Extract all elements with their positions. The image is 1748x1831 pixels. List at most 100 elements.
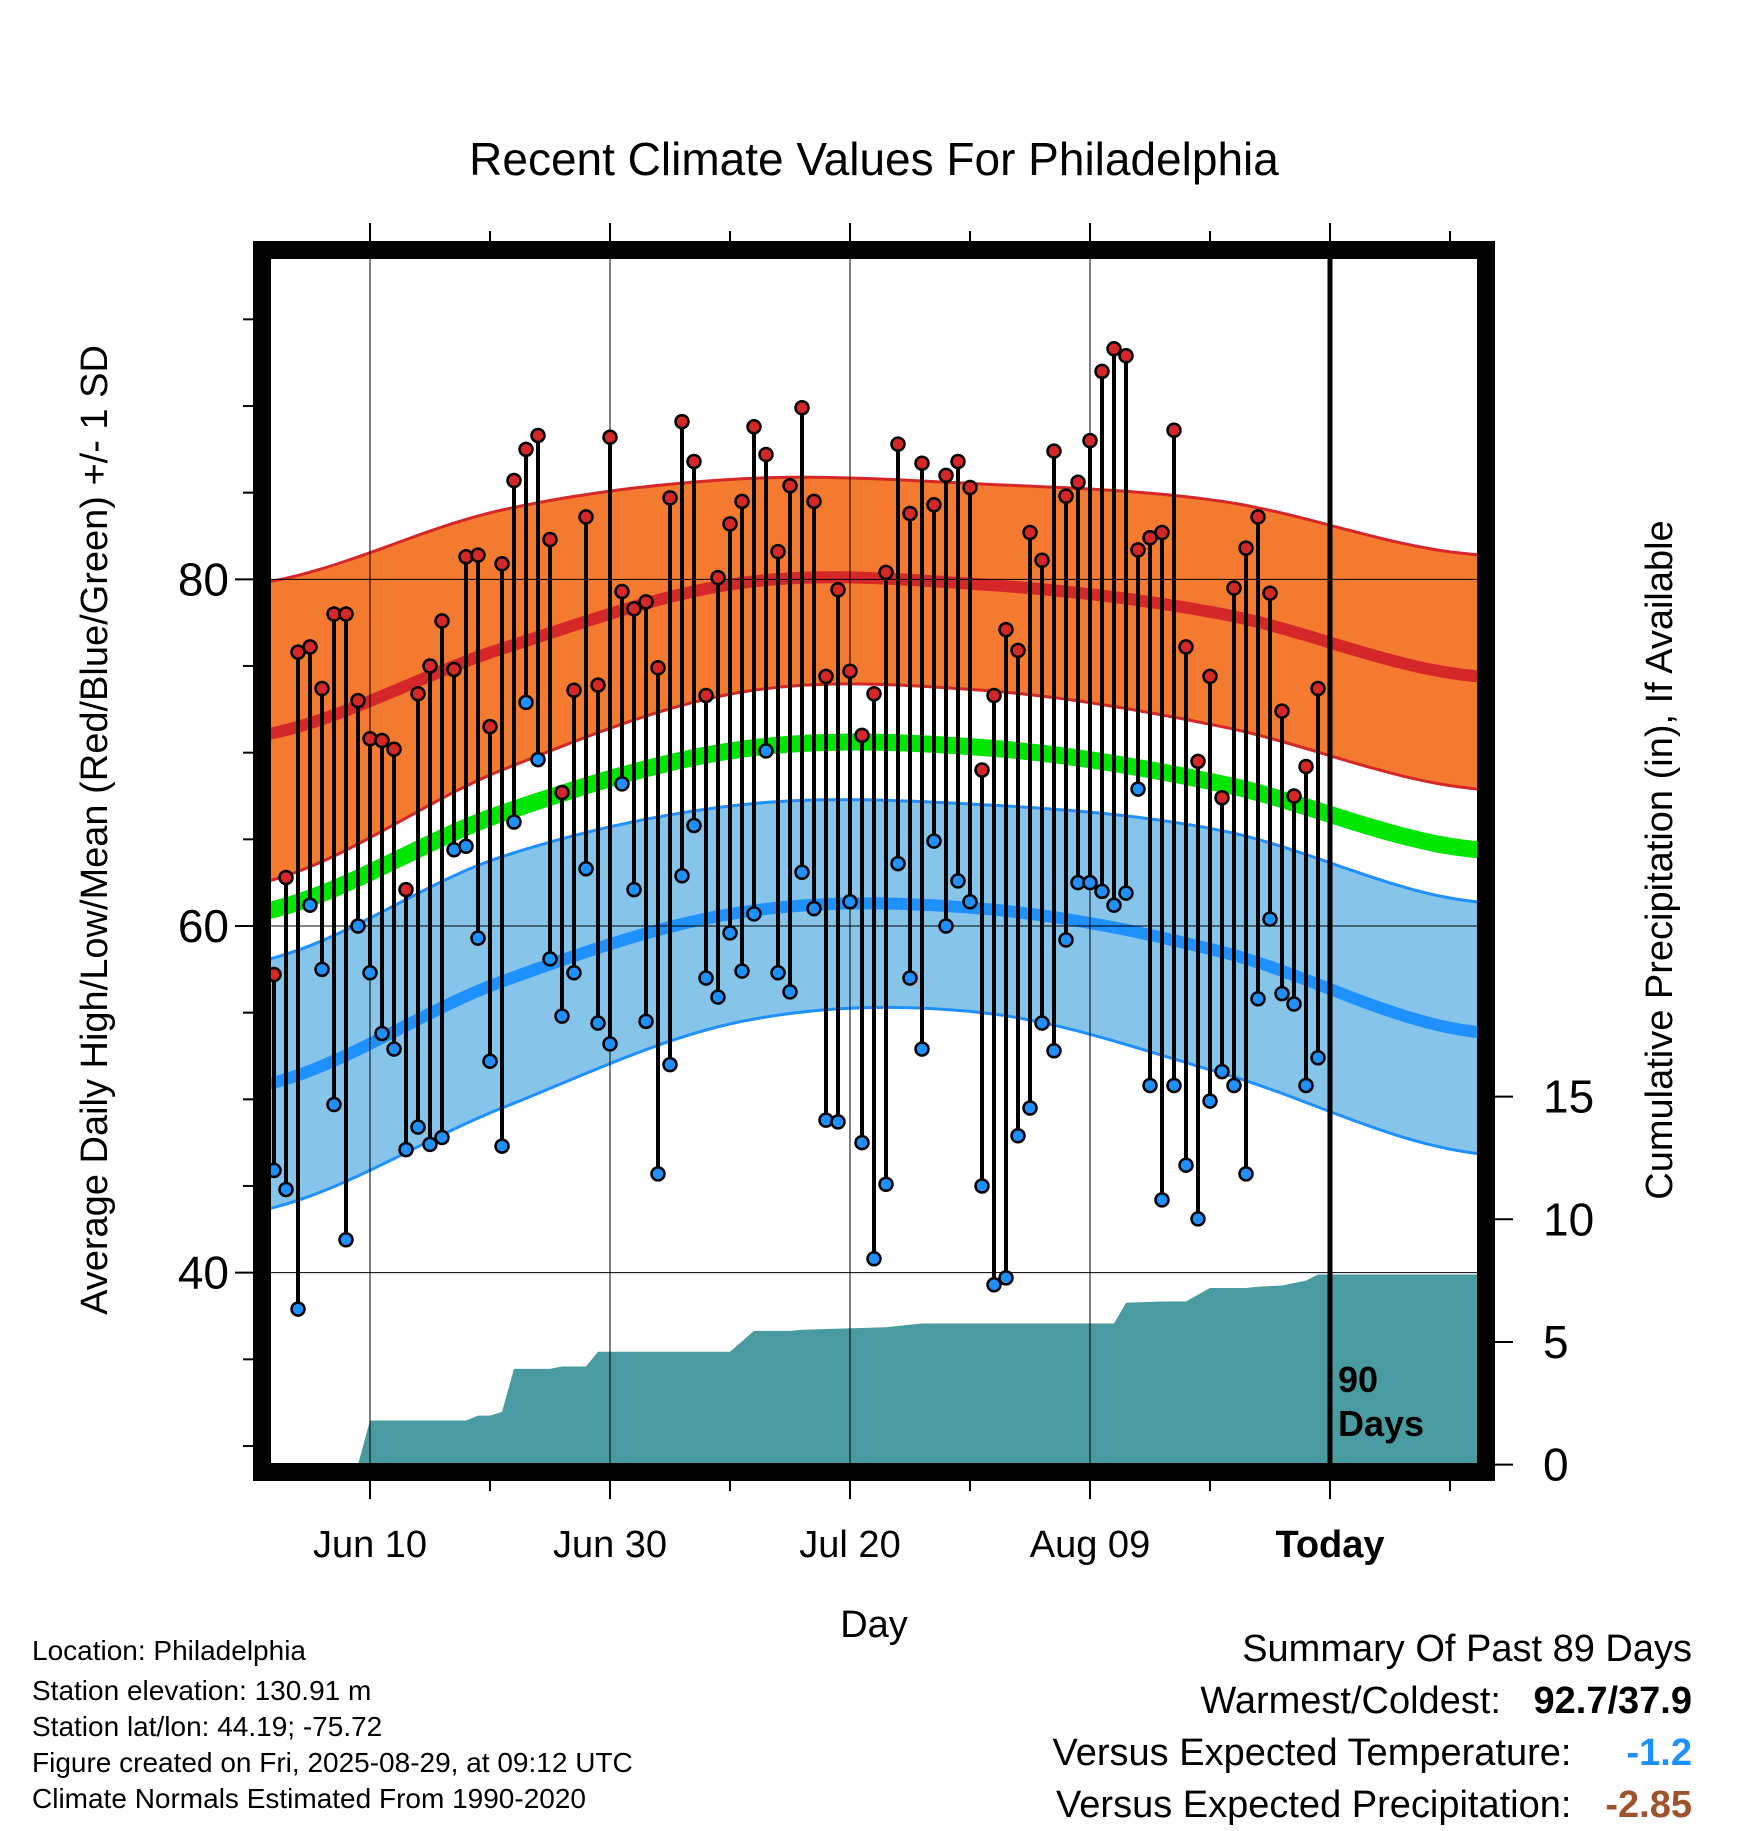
high-point <box>554 784 570 801</box>
high-point <box>734 493 750 510</box>
low-point <box>614 776 630 792</box>
high-point <box>530 427 546 444</box>
temp-value: -1.2 <box>1626 1732 1692 1774</box>
low-point <box>842 893 858 910</box>
high-point <box>782 477 798 494</box>
high-point <box>410 685 426 702</box>
low-point <box>1142 1077 1158 1094</box>
created-text: Figure created on Fri, 2025-08-29, at 09… <box>32 1747 633 1778</box>
low-point <box>854 1134 870 1151</box>
low-point <box>650 1166 666 1182</box>
high-point <box>686 453 702 470</box>
low-point <box>710 989 726 1005</box>
high-point <box>314 680 330 697</box>
low-point <box>350 918 366 934</box>
high-point <box>1058 488 1074 504</box>
latlon-text: Station lat/lon: 44.19; -75.72 <box>32 1711 383 1742</box>
low-point <box>494 1138 510 1154</box>
low-point <box>1022 1100 1038 1116</box>
x-tick-label: Today <box>1275 1524 1384 1566</box>
summary-title: Summary Of Past 89 Days <box>1242 1628 1692 1670</box>
low-point <box>530 751 546 768</box>
low-point <box>962 893 978 910</box>
high-point <box>1070 474 1086 491</box>
warm-cold-value: 92.7/37.9 <box>1533 1680 1692 1722</box>
high-point <box>374 732 390 749</box>
warm-cold-row: Warmest/Coldest: 92.7/37.9 <box>1053 1675 1692 1727</box>
low-point <box>1046 1043 1062 1059</box>
high-point <box>926 497 942 513</box>
low-point <box>1058 932 1074 948</box>
high-point <box>650 659 666 676</box>
low-point <box>566 965 582 981</box>
low-point <box>386 1041 402 1057</box>
high-point <box>1118 347 1134 364</box>
high-point <box>434 613 450 629</box>
low-point <box>866 1251 882 1267</box>
high-point <box>1106 341 1122 357</box>
low-point <box>578 861 594 877</box>
high-point <box>818 668 834 685</box>
low-point <box>554 1008 570 1024</box>
high-point <box>566 682 582 699</box>
normals-text: Climate Normals Estimated From 1990-2020 <box>32 1783 586 1814</box>
x-tick-label: Jun 10 <box>313 1524 427 1566</box>
high-point <box>446 661 462 678</box>
high-point <box>1214 789 1230 806</box>
high-point <box>1130 542 1146 558</box>
low-point <box>590 1015 606 1031</box>
high-point <box>278 869 294 886</box>
high-point <box>950 453 966 470</box>
high-point <box>674 413 690 430</box>
low-point <box>470 930 486 946</box>
low-point <box>626 881 642 898</box>
low-point <box>1286 996 1302 1012</box>
precip-area <box>262 1274 1486 1465</box>
high-point <box>338 606 354 622</box>
high-point <box>1262 585 1278 601</box>
low-point <box>1226 1077 1242 1094</box>
y2-tick-label: 10 <box>1543 1193 1594 1245</box>
low-point <box>722 925 738 941</box>
location-text: Location: Philadelphia <box>32 1635 306 1666</box>
low-point <box>902 970 918 986</box>
high-point <box>302 639 318 655</box>
low-point <box>1298 1077 1314 1094</box>
low-point <box>662 1056 678 1073</box>
low-point <box>770 965 786 981</box>
precip-value: -2.85 <box>1605 1784 1692 1826</box>
y2-tick-label: 5 <box>1543 1316 1569 1368</box>
low-point <box>434 1129 450 1146</box>
high-point <box>1298 758 1314 775</box>
y2-axis-label: Cumulative Precipitation (in), If Availa… <box>1639 520 1681 1199</box>
high-point <box>770 543 786 560</box>
high-sd-band-upper-edge <box>262 475 1486 585</box>
low-point <box>398 1141 414 1158</box>
y-axis-label: Average Daily High/Low/Mean (Red/Blue/Gr… <box>74 345 116 1315</box>
high-point <box>1082 432 1098 449</box>
high-point <box>578 509 594 525</box>
high-point <box>506 472 522 489</box>
low-point <box>1214 1063 1230 1080</box>
low-point <box>878 1176 894 1193</box>
low-point <box>422 1136 438 1153</box>
y2-tick-label: 0 <box>1543 1439 1569 1491</box>
low-point <box>1118 885 1134 901</box>
high-point <box>542 531 558 548</box>
low-point <box>1034 1015 1050 1031</box>
high-point <box>746 419 762 435</box>
high-point <box>1274 703 1290 719</box>
low-point <box>410 1119 426 1135</box>
today-marker-label: Days <box>1338 1403 1424 1444</box>
low-point <box>482 1053 498 1069</box>
high-point <box>974 762 990 778</box>
high-point <box>590 677 606 693</box>
high-point <box>1310 680 1326 697</box>
low-point <box>290 1301 306 1317</box>
temp-row: Versus Expected Temperature: -1.2 <box>1053 1727 1692 1779</box>
low-point <box>1238 1166 1254 1182</box>
high-point <box>806 493 822 510</box>
high-point <box>998 621 1014 638</box>
high-point <box>698 687 714 704</box>
